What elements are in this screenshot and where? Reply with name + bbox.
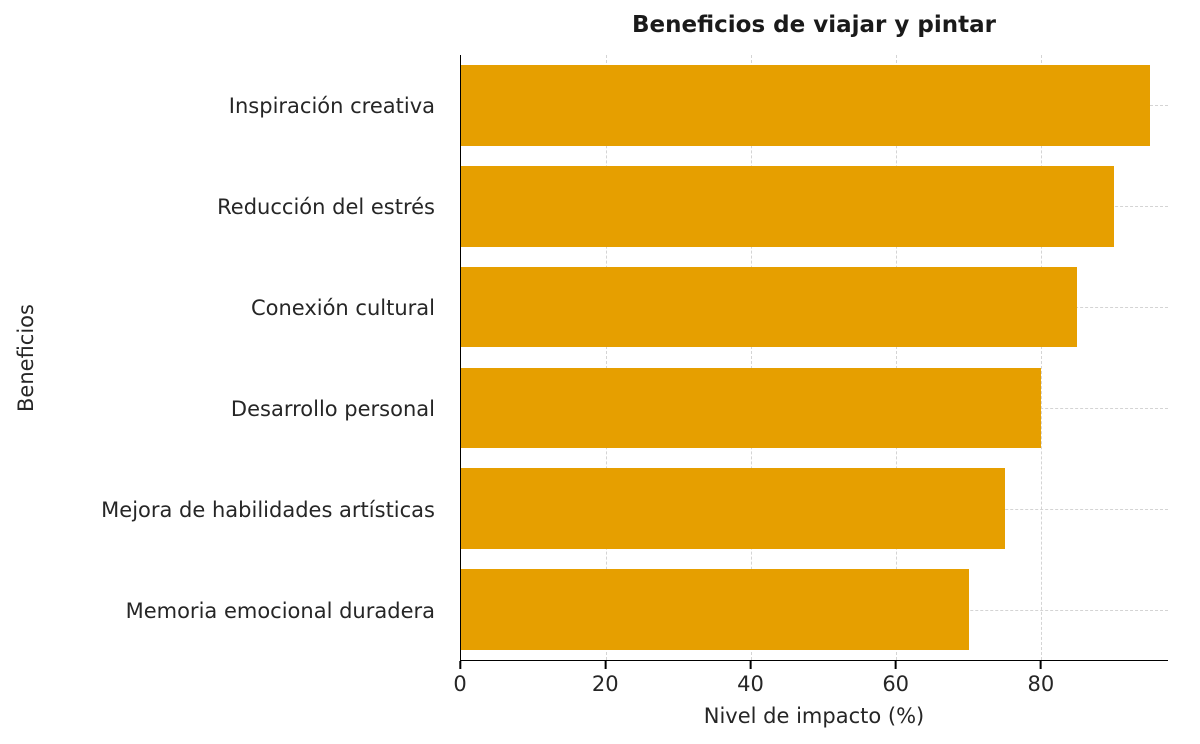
y-tick-label-3: Desarrollo personal [230, 396, 435, 421]
vertical-gridline [1041, 55, 1043, 660]
bars-layer [461, 55, 1168, 660]
bar-4 [461, 468, 1005, 550]
tick-mark [459, 661, 461, 669]
y-tick-label-4: Mejora de habilidades artísticas [101, 497, 435, 522]
vertical-gridline [751, 55, 753, 660]
bar-band [461, 357, 1168, 458]
bar-1 [461, 165, 1114, 247]
y-tick-labels: Inspiración creativa Reducción del estrés… [0, 55, 448, 661]
x-axis-label: Nivel de impacto (%) [703, 704, 925, 728]
tick-mark [894, 661, 897, 669]
y-tick-label-0: Inspiración creativa [228, 93, 435, 118]
x-tick: 20 [592, 661, 619, 696]
x-tick-label: 40 [737, 672, 764, 696]
bar-2 [461, 266, 1078, 348]
x-tick: 80 [1027, 661, 1055, 696]
x-tick-label: 20 [591, 672, 619, 696]
y-tick-label-2: Conexión cultural [250, 295, 435, 320]
x-tick-label: 60 [882, 672, 910, 696]
x-tick: 60 [882, 661, 909, 696]
tick-mark [749, 661, 752, 669]
bar-band [461, 156, 1168, 257]
chart-title: Beneficios de viajar y pintar [632, 12, 996, 38]
tick-mark [1039, 661, 1042, 669]
bar-band [461, 559, 1168, 660]
x-axis-ticks: 0 20 40 60 80 [453, 661, 1168, 701]
bar-5 [461, 569, 969, 650]
bar-band [461, 257, 1168, 358]
vertical-gridline [606, 55, 608, 660]
x-tick-label: 80 [1027, 672, 1055, 696]
vertical-gridline [896, 55, 898, 660]
bar-3 [461, 367, 1042, 449]
bar-band [461, 55, 1168, 156]
x-tick: 40 [737, 661, 764, 696]
y-tick-label-5: Memoria emocional duradera [125, 598, 435, 623]
x-tick: 0 [453, 661, 467, 696]
bar-band [461, 458, 1168, 559]
plot-area [460, 55, 1168, 661]
y-tick-label-1: Reducción del estrés [217, 194, 435, 219]
tick-mark [604, 661, 607, 669]
bar-0 [461, 65, 1150, 146]
x-tick-label: 0 [453, 672, 467, 696]
